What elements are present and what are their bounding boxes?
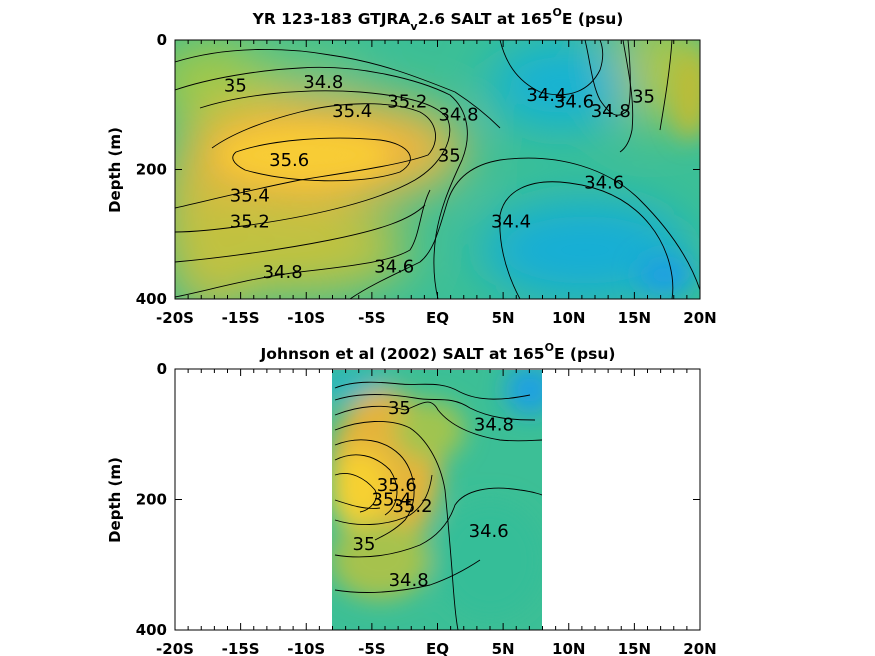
top-y-axis-label: Depth (m) [106,127,124,213]
y-tick-label: 200 [136,161,167,179]
bottom-y-ticks: 0 200 400 [136,360,700,639]
contour-label: 34.8 [263,262,303,283]
top-panel: YR 123-183 GTJRAv2.6 SALT at 165OE (psu) [106,6,717,327]
contour-label: 35 [632,86,655,107]
x-tick-label: -5S [358,640,385,656]
contour-label: 34.8 [438,104,478,125]
x-tick-label: -15S [222,640,260,656]
top-axes-box: -20S -15S -10S -5S EQ 5N 10N 15N 20N 0 200 400 [136,31,717,327]
contour-35-outer [175,66,468,299]
contour-label: 35 [353,534,376,555]
bottom-x-tick-marks [174,369,701,630]
contour-label: 35 [438,145,461,166]
bottom-axes-box: -20S -15S -10S -5S EQ 5N 10N 15N 20N 0 200 400 [136,360,717,656]
contour-34.6-north [584,40,631,116]
contour-34.8-northeast [619,40,634,153]
bottom-y-axis-label: Depth (m) [106,457,124,543]
x-tick-label: 10N [552,309,585,327]
contour-label: 34.6 [374,257,414,278]
contour-label: 34.8 [474,414,514,435]
contour-label: 34.8 [591,101,631,122]
bottom-salinity-field: 35 34.8 35.635.435.2 34.6 35 34.8 [332,370,542,630]
contour-34.8-south [175,189,431,298]
x-tick-label: 5N [492,309,515,327]
x-tick-label: -10S [287,640,325,656]
contour-34.4-north [499,40,604,96]
contour-35.4 [175,103,436,209]
bottom-chart-title: Johnson et al (2002) SALT at 165OE (psu) [260,341,616,363]
x-tick-label: 20N [683,309,716,327]
top-x-tick-labels: -20S -15S -10S -5S EQ 5N 10N 15N 20N [156,309,717,327]
bottom-x-tick-labels: -20S -15S -10S -5S EQ 5N 10N 15N 20N [156,640,717,656]
contour-35.6 [232,137,411,182]
contour-label: 35.2 [393,496,433,517]
y-tick-label: 400 [136,290,167,308]
y-tick-label: 200 [136,491,167,509]
contour-label: 34.6 [584,172,624,193]
x-tick-label: 10N [552,640,585,656]
contour-34.4-core [499,181,674,299]
x-tick-label: -20S [156,640,194,656]
contour-label: 35.2 [230,211,270,232]
x-tick-label: 5N [492,640,515,656]
contour-35-south [175,204,426,263]
top-x-tick-marks [174,40,701,299]
contour-label: 34.6 [554,92,594,113]
x-tick-label: 20N [683,640,716,656]
contour-label: 34.8 [389,570,429,591]
contour-label: 34.4 [526,85,566,106]
x-tick-label: -5S [358,309,385,327]
contour-label: 34.6 [469,521,509,542]
x-tick-label: -10S [287,309,325,327]
contour-label: 34.8 [303,72,343,93]
contour-label: 35.4 [230,185,270,206]
top-chart-title: YR 123-183 GTJRAv2.6 SALT at 165OE (psu) [252,6,624,33]
contour-35-northeast [659,40,673,131]
bottom-contour-lines [334,381,542,630]
bottom-panel: Johnson et al (2002) SALT at 165OE (psu) [106,341,717,656]
contour-35.2 [175,90,450,233]
contour-34.8-north [175,48,501,129]
x-tick-label: 15N [618,640,651,656]
y-tick-label: 0 [157,31,167,49]
contour-label: 35 [388,398,411,419]
contour-label: 34.4 [491,211,531,232]
contour-label: 35 [224,75,247,96]
x-tick-label: -15S [222,309,260,327]
top-contour-lines [175,40,700,299]
x-tick-label: -20S [156,309,194,327]
x-tick-label: 15N [618,309,651,327]
x-tick-label: EQ [426,309,449,327]
contour-label: 35.4 [332,101,372,122]
contour-label: 35.6 [377,475,417,496]
contour-label: 35.2 [387,92,427,113]
y-tick-label: 400 [136,621,167,639]
contour-label: 35.6 [269,150,309,171]
contour-label: 35.4 [372,490,412,511]
top-y-ticks: 0 200 400 [136,31,700,308]
y-tick-label: 0 [157,360,167,378]
contour-34.6-south [349,157,700,299]
x-tick-label: EQ [426,640,449,656]
bottom-contour-labels: 35 34.8 35.635.435.2 34.6 35 34.8 [353,398,514,591]
